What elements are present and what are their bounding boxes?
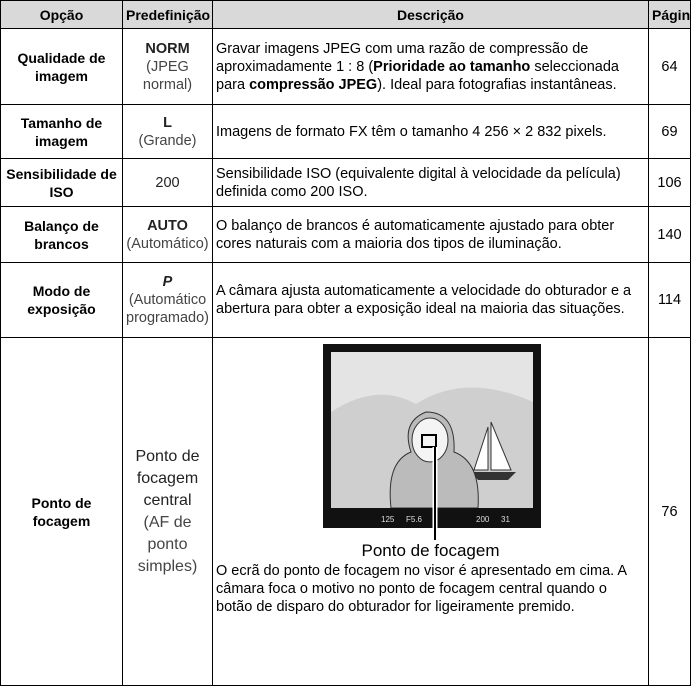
text: Imagens de formato FX têm o tamanho 4 25… bbox=[216, 123, 607, 140]
setting: Ponto de focagem central bbox=[135, 447, 200, 509]
setting-cell: AUTO (Automático) bbox=[122, 206, 213, 263]
setting: AUTO bbox=[147, 217, 188, 234]
description: O ecrã do ponto de focagem no visor é ap… bbox=[216, 562, 645, 616]
text: A câmara ajusta automaticamente a veloci… bbox=[216, 283, 632, 317]
option: Balanço de brancos bbox=[0, 206, 123, 263]
description: Sensibilidade ISO (equivalente digital à… bbox=[212, 158, 649, 207]
row: Balanço de brancos AUTO (Automático) O ba… bbox=[0, 206, 691, 263]
setting-cell: P (Automático programado) bbox=[122, 262, 213, 338]
description: A câmara ajusta automaticamente a veloci… bbox=[212, 262, 649, 338]
row: Sensibilidade de ISO 200 Sensibilidade I… bbox=[0, 158, 691, 207]
status-bar bbox=[331, 508, 533, 528]
header-cell: Opção bbox=[0, 0, 123, 29]
page-ref: 69 bbox=[648, 104, 691, 159]
row: Tamanho de imagem L (Grande) Imagens de f… bbox=[0, 104, 691, 159]
page-ref: 106 bbox=[648, 158, 691, 207]
description: O balanço de brancos é automaticamente a… bbox=[212, 206, 649, 263]
page-ref: 140 bbox=[648, 206, 691, 263]
description: Imagens de formato FX têm o tamanho 4 25… bbox=[212, 104, 649, 159]
option: Modo de exposição bbox=[0, 262, 123, 338]
text: O ecrã do ponto de focagem no visor é ap… bbox=[216, 563, 627, 615]
setting-note: (Grande) bbox=[138, 132, 197, 149]
viewfinder-illustration: 125 F5.6 200 31 bbox=[323, 344, 541, 540]
option: Tamanho de imagem bbox=[0, 104, 123, 159]
row: Ponto de focagem Ponto de focagem centra… bbox=[0, 337, 691, 686]
description-cell: 125 F5.6 200 31 Ponto de focagem O ecrã … bbox=[212, 337, 649, 686]
row: Modo de exposição P (Automático programad… bbox=[0, 262, 691, 338]
page-ref: 76 bbox=[648, 337, 691, 686]
text: Gravar imagens JPEG com uma razão de com… bbox=[216, 40, 589, 75]
setting: L bbox=[163, 114, 172, 131]
readout: 125 bbox=[381, 515, 395, 524]
header-cell: Descrição bbox=[212, 0, 649, 29]
page-ref: 64 bbox=[648, 28, 691, 105]
setting: NORM bbox=[145, 40, 190, 57]
sailboat bbox=[473, 421, 512, 471]
text: ). Ideal para fotografias instantâneas. bbox=[377, 76, 617, 93]
focus-point bbox=[421, 434, 437, 448]
header-row: Opção Predefinição Descrição Página bbox=[0, 0, 691, 29]
page-ref: 114 bbox=[648, 262, 691, 338]
option: Qualidade de imagem bbox=[0, 28, 123, 105]
description: Gravar imagens JPEG com uma razão de com… bbox=[212, 28, 649, 105]
setting: 200 bbox=[155, 174, 180, 191]
readout: 31 bbox=[501, 515, 510, 524]
bold-text: Prioridade ao tamanho bbox=[373, 58, 531, 75]
text: seleccionada para bbox=[216, 58, 619, 93]
setting-note: (JPEG normal) bbox=[142, 58, 193, 93]
text: O balanço de brancos é automaticamente a… bbox=[216, 217, 615, 252]
setting-cell: Ponto de focagem central (AF de ponto sim… bbox=[122, 337, 213, 686]
face bbox=[411, 417, 449, 463]
setting: P bbox=[162, 274, 173, 290]
boat-hull bbox=[471, 472, 516, 480]
header-cell: Página bbox=[648, 0, 691, 29]
setting-cell: L (Grande) bbox=[122, 104, 213, 159]
bold-text: compressão JPEG bbox=[249, 76, 378, 93]
setting-cell: NORM (JPEG normal) bbox=[122, 28, 213, 105]
text: Sensibilidade ISO (equivalente digital à… bbox=[216, 165, 621, 200]
readout: 200 bbox=[476, 515, 490, 524]
readout: F5.6 bbox=[406, 515, 423, 524]
option: Sensibilidade de ISO bbox=[0, 158, 123, 207]
caption: Ponto de focagem bbox=[361, 541, 500, 560]
setting-note: (Automático programado) bbox=[126, 292, 210, 326]
row: Qualidade de imagem NORM (JPEG normal) Gr… bbox=[0, 28, 691, 105]
option: Ponto de focagem bbox=[0, 337, 123, 686]
header-cell: Predefinição bbox=[122, 0, 213, 29]
setting-note: (AF de ponto simples) bbox=[137, 513, 198, 575]
setting-note: (Automático) bbox=[126, 235, 209, 252]
setting-cell: 200 bbox=[122, 158, 213, 207]
